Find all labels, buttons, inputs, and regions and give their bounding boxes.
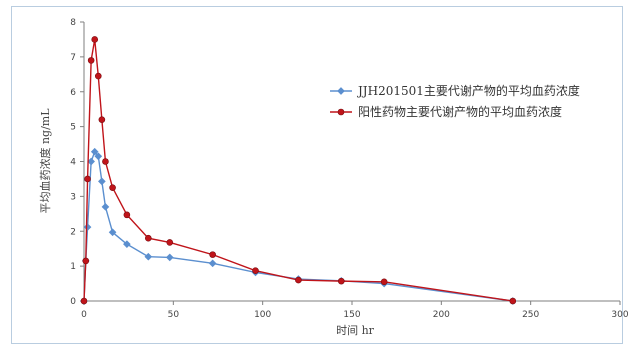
y-tick-label: 4 bbox=[70, 158, 76, 168]
x-tick-label: 50 bbox=[168, 310, 180, 320]
data-point bbox=[145, 234, 152, 242]
x-tick-label: 150 bbox=[343, 310, 360, 320]
data-point bbox=[295, 276, 302, 284]
data-point bbox=[94, 152, 103, 161]
x-tick-label: 300 bbox=[611, 310, 628, 320]
data-point bbox=[94, 72, 102, 80]
data-point bbox=[123, 240, 131, 248]
data-point bbox=[123, 211, 131, 219]
series-line bbox=[83, 150, 513, 302]
series-1 bbox=[80, 147, 517, 305]
y-tick-label: 8 bbox=[70, 18, 76, 28]
legend-label: JJH201501主要代谢产物的平均血药浓度 bbox=[356, 83, 580, 98]
data-point bbox=[102, 158, 109, 165]
data-point bbox=[509, 297, 517, 305]
x-tick-label: 250 bbox=[522, 310, 539, 320]
data-point bbox=[101, 203, 110, 211]
data-point bbox=[87, 57, 95, 64]
x-tick-label: 200 bbox=[433, 310, 450, 320]
data-point bbox=[165, 253, 174, 262]
data-point bbox=[252, 267, 259, 274]
y-tick-label: 6 bbox=[70, 88, 76, 98]
series-2 bbox=[80, 36, 517, 305]
data-point bbox=[337, 277, 345, 285]
y-tick-label: 2 bbox=[70, 227, 76, 237]
data-point bbox=[109, 184, 116, 191]
y-axis-title: 平均血药浓度 ng/mL bbox=[38, 108, 52, 214]
data-point bbox=[82, 257, 90, 265]
data-point bbox=[144, 252, 153, 261]
data-point bbox=[380, 278, 388, 286]
y-tick-label: 3 bbox=[70, 192, 76, 202]
x-axis-title: 时间 hr bbox=[336, 324, 375, 337]
x-tick-label: 100 bbox=[254, 310, 271, 320]
legend-label: 阳性药物主要代谢产物的平均血药浓度 bbox=[358, 104, 562, 119]
data-point bbox=[209, 251, 216, 258]
legend-item-1: JJH201501主要代谢产物的平均血药浓度 bbox=[330, 83, 580, 98]
y-tick-label: 5 bbox=[70, 123, 76, 133]
y-tick-label: 0 bbox=[70, 297, 76, 307]
x-tick-label: 0 bbox=[81, 310, 87, 320]
legend-marker bbox=[337, 87, 345, 95]
data-point bbox=[84, 175, 91, 183]
data-point bbox=[91, 36, 99, 43]
data-point bbox=[83, 223, 92, 231]
y-tick-label: 1 bbox=[70, 262, 76, 272]
data-point bbox=[166, 239, 174, 246]
series-line bbox=[83, 39, 513, 302]
data-point bbox=[87, 157, 95, 166]
data-point bbox=[80, 297, 88, 305]
chart-frame bbox=[11, 6, 623, 344]
legend-item-2: 阳性药物主要代谢产物的平均血药浓度 bbox=[330, 104, 562, 119]
plot-area: 0 50 100 150 200 250 300 0 1 2 3 4 5 6 7 8 bbox=[70, 18, 629, 320]
data-point bbox=[208, 259, 217, 268]
data-point bbox=[98, 116, 106, 123]
y-tick-label: 7 bbox=[70, 53, 76, 63]
data-point bbox=[108, 228, 117, 237]
data-point bbox=[98, 177, 106, 186]
data-point bbox=[90, 147, 99, 156]
legend-marker bbox=[337, 108, 345, 116]
